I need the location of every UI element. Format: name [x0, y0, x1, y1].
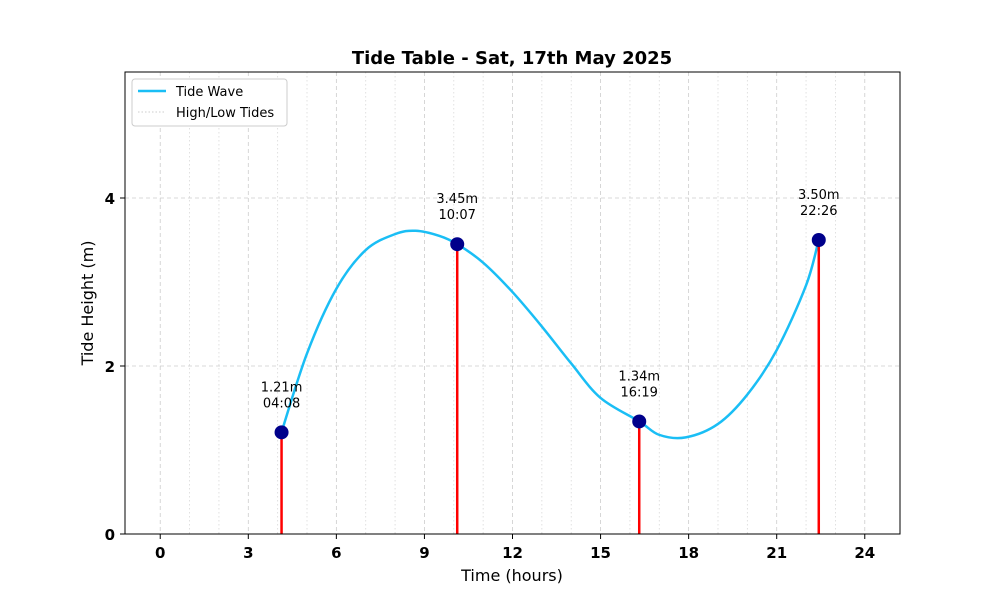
x-tick-label: 3 [243, 544, 253, 562]
y-tick-label: 0 [105, 526, 115, 544]
chart-title: Tide Table - Sat, 17th May 2025 [352, 48, 672, 69]
tide-wave-line [280, 229, 820, 440]
tide-time-label: 04:08 [263, 396, 300, 411]
legend-label: Tide Wave [175, 85, 243, 100]
tide-marker [274, 425, 289, 440]
x-tick-label: 18 [678, 544, 699, 562]
tide-height-label: 1.21m [261, 380, 303, 395]
tide-height-label: 3.50m [798, 188, 840, 203]
y-tick-label: 4 [105, 190, 115, 208]
legend-box [131, 78, 288, 127]
tide-marker [632, 414, 647, 429]
x-axis-label: Time (hours) [460, 566, 563, 585]
tide-time-label: 10:07 [438, 208, 475, 223]
tide-marker [450, 237, 465, 252]
tide-height-label: 3.45m [436, 192, 478, 207]
y-tick-label: 2 [105, 358, 115, 376]
x-tick-label: 9 [419, 544, 429, 562]
x-tick-label: 12 [502, 544, 523, 562]
legend-label: High/Low Tides [176, 106, 274, 121]
x-tick-label: 15 [590, 544, 611, 562]
y-axis-label: Tide Height (m) [78, 241, 97, 367]
tide-marker [811, 233, 826, 247]
x-tick-label: 0 [155, 544, 165, 562]
tide-time-label: 22:26 [800, 204, 837, 219]
legend: Tide Wave High/Low Tides [131, 78, 288, 127]
x-tick-label: 21 [766, 544, 787, 562]
x-tick-label: 24 [854, 544, 875, 562]
tide-time-label: 16:19 [620, 385, 657, 400]
x-tick-label: 6 [331, 544, 341, 562]
tide-height-label: 1.34m [618, 369, 660, 384]
